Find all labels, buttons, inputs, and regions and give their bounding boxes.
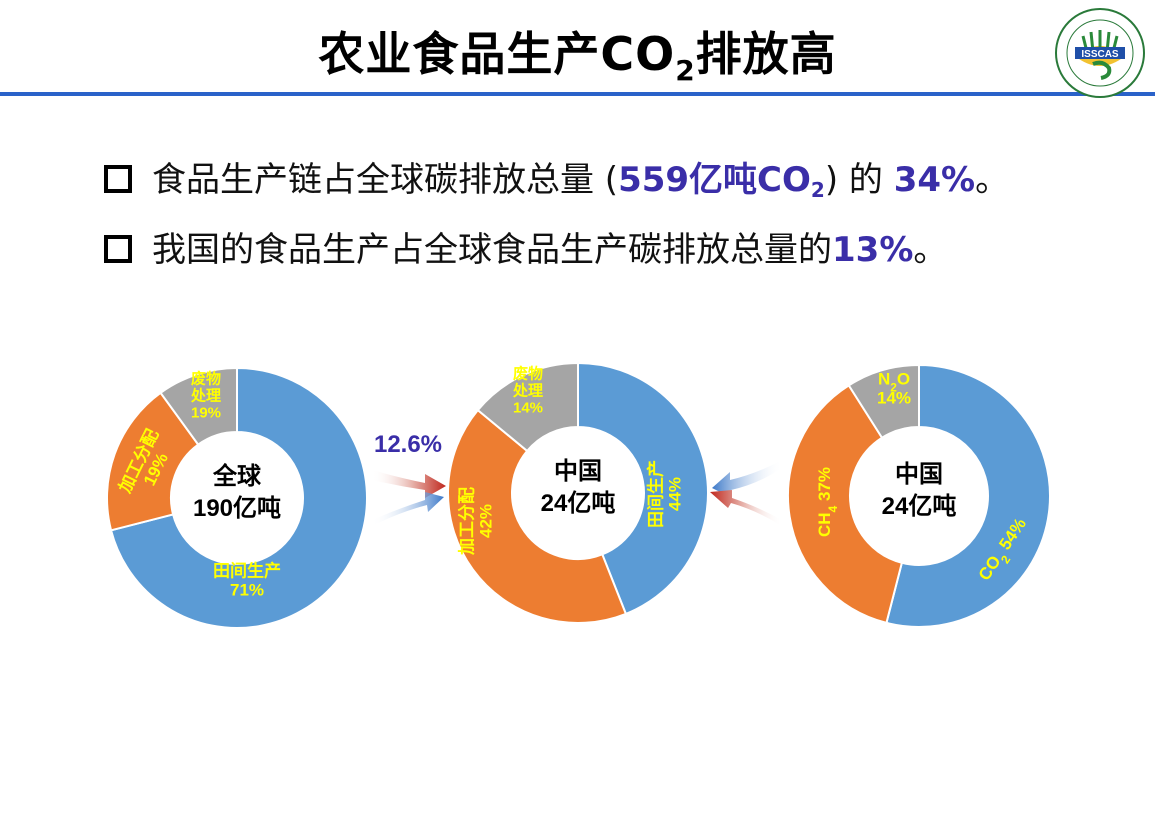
bullet-text: 。	[975, 160, 1010, 200]
arrow-percentage-label: 12.6%	[374, 431, 442, 458]
bullet-text: 食品生产链占全球碳排放总量 (	[152, 160, 619, 200]
slice-label: 加工分配 42%	[457, 487, 495, 556]
donut-center-label: 中国	[895, 461, 943, 488]
donut-center-label: 中国	[554, 458, 602, 485]
slice-label-text: 42%	[476, 504, 495, 538]
checkbox-icon	[104, 165, 132, 193]
bullet-item: 食品生产链占全球碳排放总量 (559亿吨CO2) 的 34%。	[104, 152, 1009, 202]
slice-label-text: 废物	[513, 364, 543, 382]
transition-arrow-right-icon	[372, 470, 446, 526]
donut-hole	[512, 427, 644, 559]
donut-center-label: 全球	[212, 462, 262, 490]
slice-label-text: 71%	[230, 580, 264, 599]
donut-center-label: 24亿吨	[882, 493, 957, 520]
slice-label-text: 田间生产	[645, 460, 665, 528]
bullet-text: 。	[913, 230, 948, 270]
slice-label-text: 44%	[665, 477, 684, 511]
slice-label: 田间生产 44%	[645, 460, 684, 528]
title-main: 农业食品生产CO	[318, 27, 676, 81]
highlight-emission-total: 559亿吨CO2	[618, 160, 825, 202]
checkbox-icon	[104, 235, 132, 263]
donut-center-label: 24亿吨	[541, 490, 616, 517]
slice-label-text: 田间生产	[213, 560, 281, 580]
transition-arrow-left-icon	[710, 460, 782, 526]
slice-label-text: 处理	[512, 381, 543, 399]
donut-center-label: 190亿吨	[193, 495, 281, 522]
donut-hole	[171, 432, 303, 564]
slice-label-text: 处理	[190, 386, 221, 404]
title-tail: 排放高	[695, 27, 837, 81]
emission-subscript: 2	[810, 178, 825, 202]
bullet-item: 我国的食品生产占全球食品生产碳排放总量的13%。	[104, 222, 947, 271]
highlight-share: 34%	[893, 160, 976, 200]
slice-label-text: 废物	[191, 369, 221, 387]
emission-value: 559亿吨CO	[618, 160, 811, 200]
slice-label-text: 14%	[877, 388, 911, 407]
slice-label-text: 加工分配	[457, 487, 476, 556]
slice-label-text: 19%	[191, 404, 221, 421]
highlight-share: 13%	[832, 230, 914, 270]
donut-hole	[850, 427, 988, 565]
isscas-logo: ISSCAS	[1055, 8, 1145, 98]
bullet-text: ) 的	[824, 160, 894, 200]
slice-label-text: 14%	[513, 399, 543, 416]
page-title: 农业食品生产CO2排放高	[0, 18, 1155, 87]
title-divider	[0, 92, 1155, 96]
title-subscript: 2	[675, 54, 696, 87]
svg-text:ISSCAS: ISSCAS	[1081, 49, 1119, 60]
bullet-text: 我国的食品生产占全球食品生产碳排放总量的	[152, 230, 832, 270]
